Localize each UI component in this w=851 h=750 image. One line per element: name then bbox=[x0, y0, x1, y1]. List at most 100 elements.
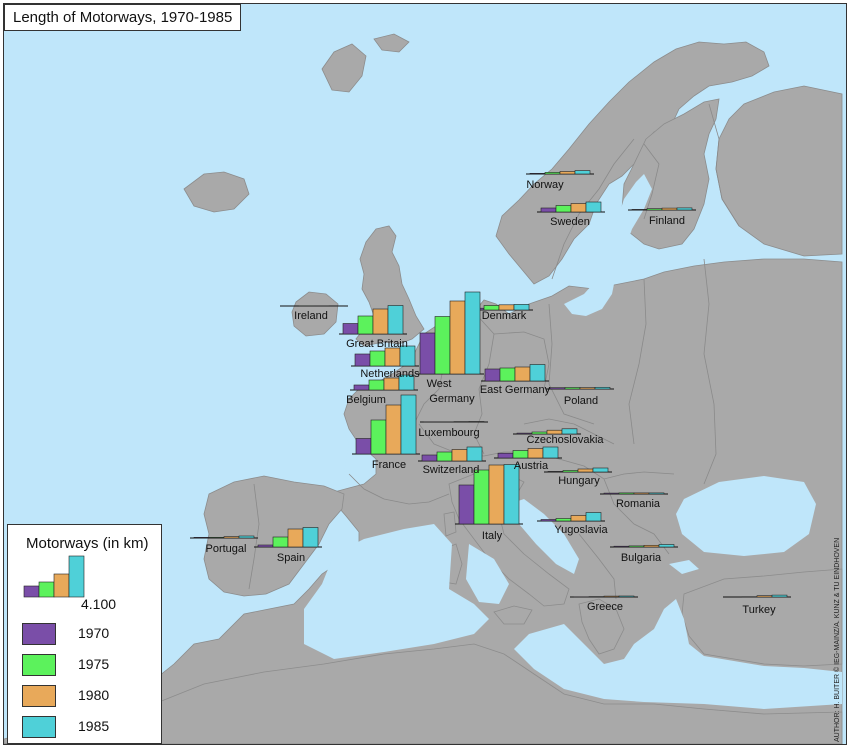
bar-finland-1985 bbox=[676, 207, 693, 211]
country-labels: Norway Sweden Finland Ireland Great Britain D… bbox=[206, 179, 777, 616]
legend-label-1975: 1975 bbox=[78, 656, 110, 672]
map-frame: Norway Sweden Finland Ireland Great Britain D… bbox=[3, 3, 847, 745]
land-ireland bbox=[291, 291, 339, 337]
bar-netherlands-1985 bbox=[399, 345, 416, 367]
bar-france-1985 bbox=[400, 394, 417, 455]
bar-group-luxembourg bbox=[420, 421, 488, 423]
legend-label-1985: 1985 bbox=[78, 718, 110, 734]
bar-group-west-germany bbox=[416, 291, 484, 375]
bar-austria-1985 bbox=[542, 446, 559, 459]
sea-gulf-finland bbox=[634, 244, 704, 262]
legend-item-1985: 1985 bbox=[22, 716, 162, 740]
bar-group-italy bbox=[455, 464, 523, 525]
legend-label-1970: 1970 bbox=[78, 625, 110, 641]
bar-austria-1980 bbox=[527, 448, 544, 459]
land-svalbard-east bbox=[373, 33, 410, 53]
land-greece bbox=[578, 598, 625, 655]
bar-finland-1975 bbox=[646, 208, 663, 211]
legend-sample-bar-1980 bbox=[53, 573, 70, 598]
legend-swatch-1975 bbox=[22, 654, 56, 676]
legend-sample-bar-1970 bbox=[23, 585, 40, 598]
bar-east-germany-1970 bbox=[484, 368, 501, 382]
bar-romania-1985 bbox=[648, 492, 665, 495]
author-credit: AUTHOR: H. BUITER © IEG-MAINZ/A. KUNZ & … bbox=[830, 494, 846, 744]
bar-group-switzerland bbox=[418, 446, 486, 462]
sea-black bbox=[676, 476, 816, 556]
land-sicily bbox=[493, 605, 533, 625]
bar-group-turkey bbox=[723, 594, 791, 598]
bar-spain-1975 bbox=[272, 536, 289, 548]
land-north-africa bbox=[4, 643, 843, 744]
bar-poland-1985 bbox=[594, 386, 611, 390]
bar-sweden-1985 bbox=[585, 201, 602, 213]
bar-group-norway bbox=[526, 170, 594, 175]
bar-france-1970 bbox=[355, 438, 372, 455]
bar-luxembourg-1985 bbox=[468, 421, 485, 423]
bar-west-germany-1985 bbox=[464, 291, 481, 375]
bar-romania-1970 bbox=[603, 492, 620, 495]
bar-bulgaria-1980 bbox=[643, 544, 660, 548]
country-label-czechoslovakia: Czechoslovakia bbox=[526, 434, 604, 446]
bar-group-spain bbox=[254, 527, 322, 548]
bar-great-britain-1985 bbox=[387, 305, 404, 335]
land-iceland bbox=[183, 171, 250, 213]
bar-group-austria bbox=[494, 446, 562, 459]
sea-marmara bbox=[669, 560, 699, 574]
bar-bulgaria-1985 bbox=[658, 544, 675, 548]
bar-sweden-1980 bbox=[570, 203, 587, 213]
bar-sweden-1970 bbox=[540, 207, 557, 213]
legend: Motorways (in km) 4.100 1970 1975 1980 1… bbox=[7, 524, 162, 744]
bar-group-romania bbox=[600, 492, 668, 495]
bar-portugal-1980 bbox=[223, 536, 240, 539]
country-label-belgium: Belgium bbox=[346, 394, 386, 406]
land-great-britain bbox=[355, 225, 425, 347]
bar-finland-1980 bbox=[661, 207, 678, 211]
bar-switzerland-1970 bbox=[421, 454, 438, 462]
bar-group-finland bbox=[628, 207, 696, 211]
land-iberia bbox=[203, 475, 345, 597]
legend-swatch-1970 bbox=[22, 623, 56, 645]
bar-west-germany-1970 bbox=[419, 332, 436, 375]
bar-belgium-1985 bbox=[398, 374, 415, 391]
bar-portugal-1985 bbox=[238, 535, 255, 539]
legend-sample-bar-1985 bbox=[68, 555, 85, 598]
country-borders bbox=[248, 103, 740, 600]
bar-poland-1975 bbox=[564, 387, 581, 390]
country-label-italy: Italy bbox=[482, 530, 503, 542]
bar-group-portugal bbox=[190, 535, 258, 539]
country-label-switzerland: Switzerland bbox=[423, 464, 480, 476]
country-label-west-germany: West Germany bbox=[427, 378, 476, 405]
bar-romania-1975 bbox=[618, 492, 635, 495]
legend-sample-bar-1975 bbox=[38, 581, 55, 598]
bar-east-germany-1975 bbox=[499, 367, 516, 382]
bar-italy-1970 bbox=[458, 484, 475, 525]
bar-group-poland bbox=[546, 386, 614, 390]
bar-yugoslavia-1970 bbox=[540, 519, 557, 522]
sea-ionian-aegean bbox=[514, 599, 842, 709]
bar-west-germany-1975 bbox=[434, 316, 451, 375]
bar-portugal-1975 bbox=[208, 536, 225, 539]
bar-group-greece bbox=[570, 595, 638, 598]
bar-netherlands-1975 bbox=[369, 350, 386, 367]
bar-group-hungary bbox=[544, 467, 612, 473]
country-label-france: France bbox=[372, 459, 406, 471]
country-label-hungary: Hungary bbox=[558, 475, 600, 487]
country-label-yugoslavia: Yugoslavia bbox=[554, 524, 608, 536]
country-label-greece: Greece bbox=[587, 601, 623, 613]
bar-group-france bbox=[352, 394, 420, 455]
bar-norway-1970 bbox=[529, 173, 546, 175]
sea-adriatic bbox=[509, 499, 579, 574]
bar-bulgaria-1970 bbox=[613, 545, 630, 548]
bar-norway-1975 bbox=[544, 172, 561, 175]
bar-greece-1985 bbox=[618, 595, 635, 598]
legend-swatch-1985 bbox=[22, 716, 56, 738]
bar-france-1980 bbox=[385, 404, 402, 455]
bar-austria-1970 bbox=[497, 452, 514, 459]
bar-netherlands-1980 bbox=[384, 347, 401, 367]
bar-spain-1985 bbox=[302, 527, 319, 548]
bar-austria-1975 bbox=[512, 450, 529, 459]
country-label-ireland: Ireland bbox=[294, 310, 328, 322]
land-continent bbox=[4, 258, 843, 744]
bar-spain-1980 bbox=[287, 528, 304, 548]
bar-finland-1970 bbox=[631, 209, 648, 211]
